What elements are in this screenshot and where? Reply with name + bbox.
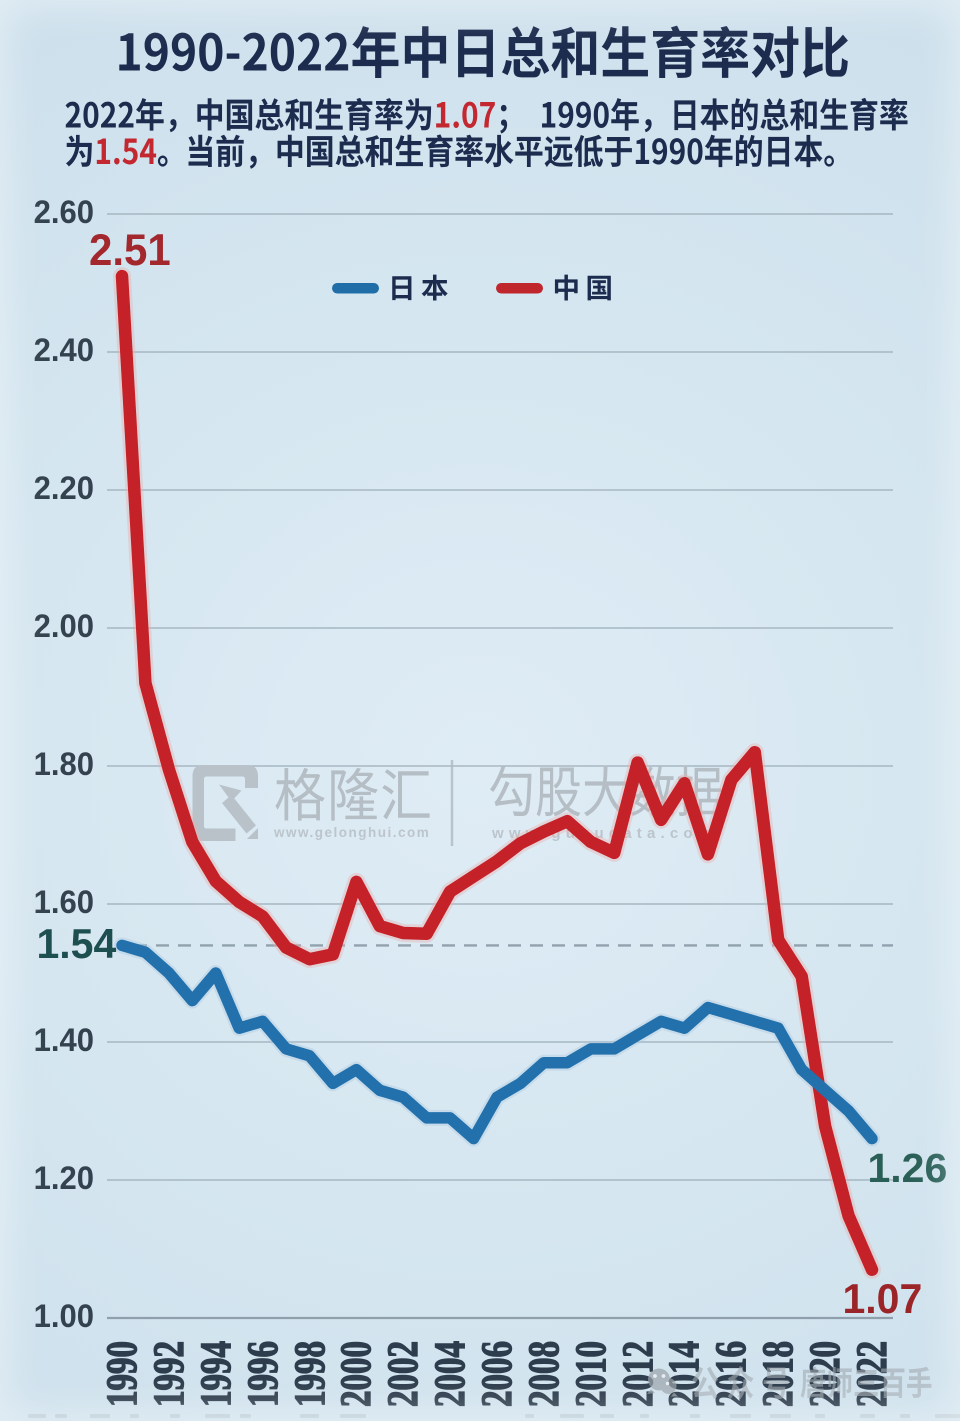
svg-text:www.gelonghui.com: www.gelonghui.com [273,825,430,840]
svg-text:1992: 1992 [146,1341,193,1407]
svg-text:1994: 1994 [193,1341,240,1407]
svg-text:2006: 2006 [474,1341,521,1407]
svg-text:2.40: 2.40 [34,331,94,368]
svg-text:1.54: 1.54 [37,920,117,968]
svg-text:1990: 1990 [99,1341,146,1407]
svg-text:1.07: 1.07 [843,1275,923,1323]
svg-text:1.80: 1.80 [34,745,94,782]
svg-text:1.00: 1.00 [34,1297,94,1334]
svg-text:2020: 2020 [802,1341,849,1407]
svg-text:1.26: 1.26 [868,1145,948,1191]
svg-text:1.60: 1.60 [34,883,94,920]
svg-text:2.20: 2.20 [34,469,94,506]
svg-text:1.40: 1.40 [34,1021,94,1058]
svg-text:2004: 2004 [427,1341,474,1407]
svg-text:2000: 2000 [333,1341,380,1407]
svg-text:2002: 2002 [380,1341,427,1407]
svg-text:2.60: 2.60 [34,193,94,230]
svg-text:2010: 2010 [568,1341,615,1407]
svg-text:1996: 1996 [240,1341,287,1407]
svg-text:2.00: 2.00 [34,607,94,644]
svg-text:2.51: 2.51 [89,226,171,275]
svg-text:1998: 1998 [287,1341,334,1407]
svg-text:2008: 2008 [521,1341,568,1407]
svg-text:1.20: 1.20 [34,1159,94,1196]
